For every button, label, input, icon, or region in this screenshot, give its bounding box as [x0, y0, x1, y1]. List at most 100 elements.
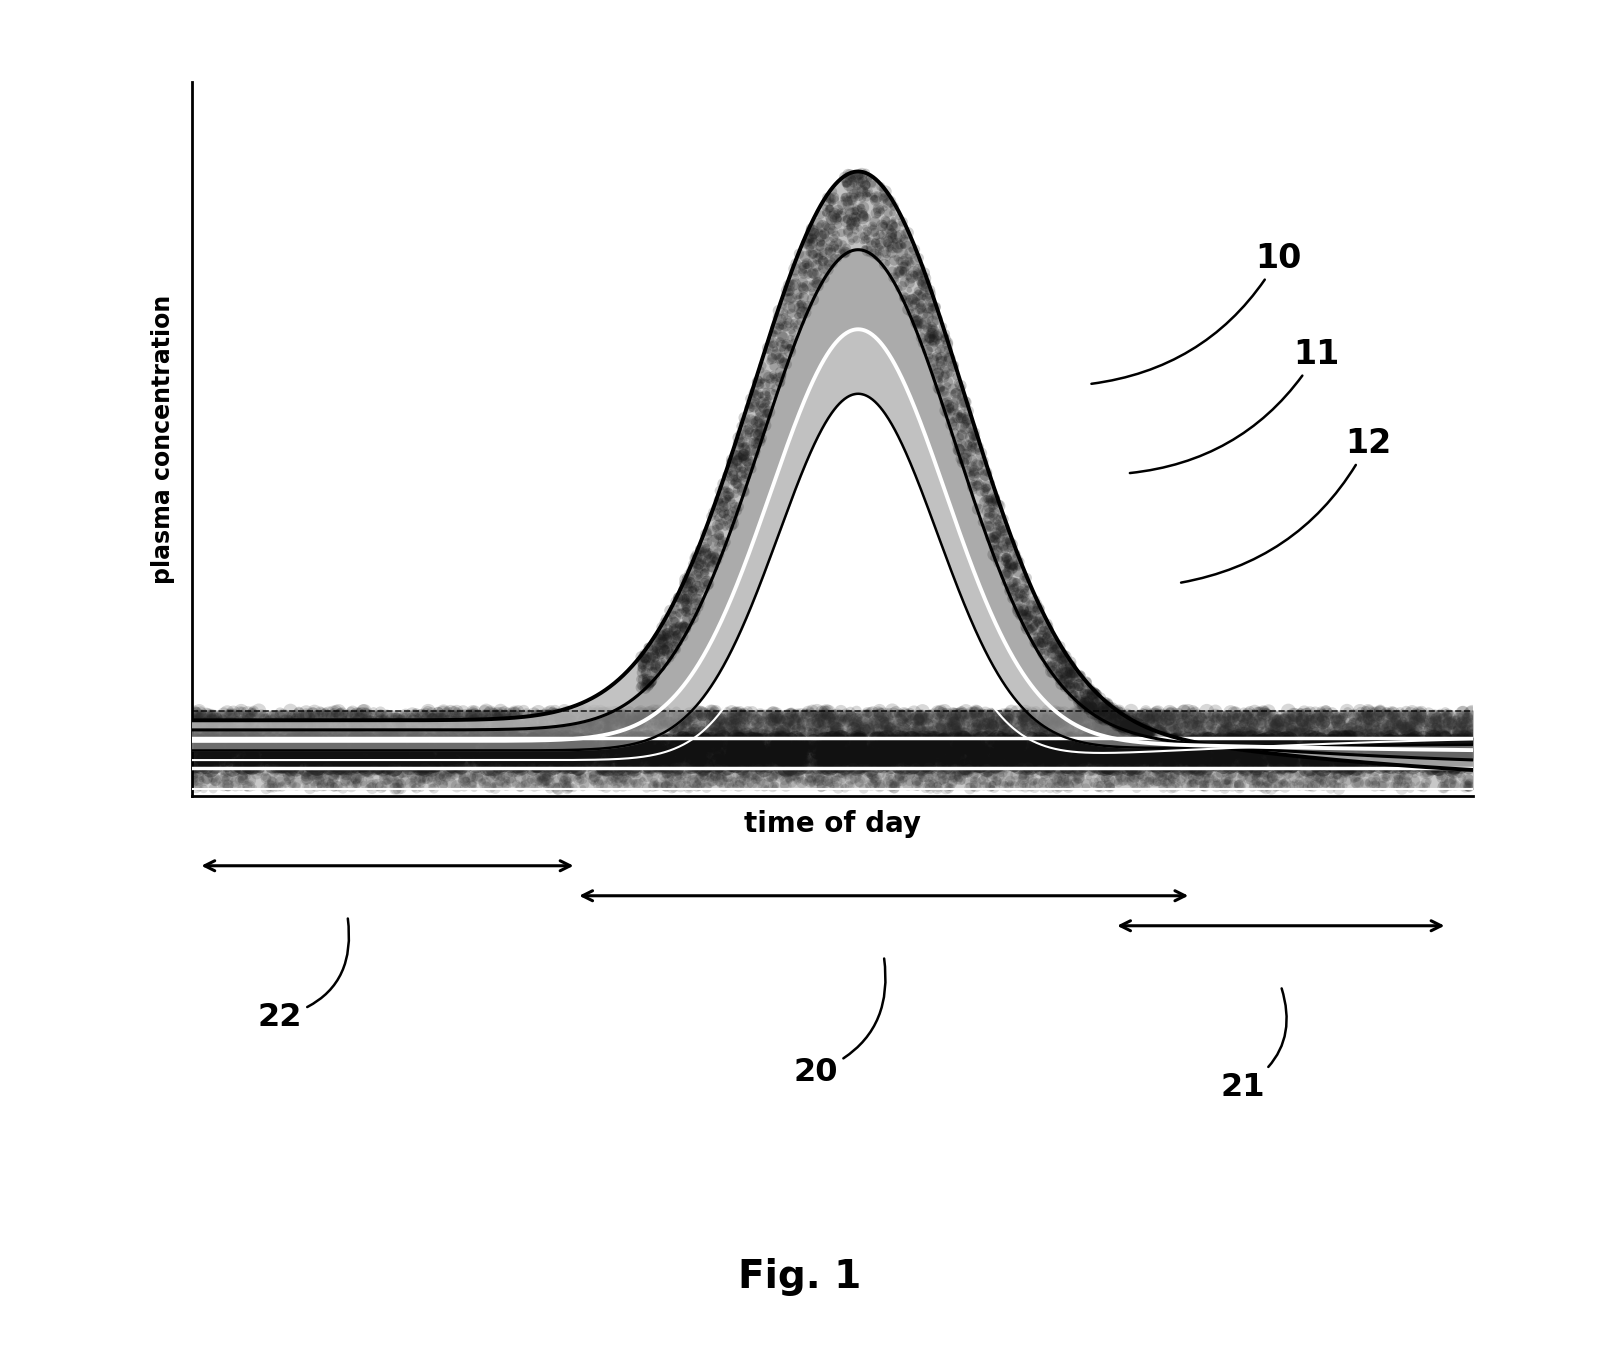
Point — [818, 744, 844, 766]
Point — [535, 748, 560, 770]
Point — [751, 420, 776, 442]
Point — [1247, 753, 1273, 775]
Point — [905, 753, 930, 775]
Point — [370, 778, 395, 800]
Point — [351, 771, 376, 793]
Point — [594, 722, 620, 744]
Point — [706, 524, 732, 546]
Point — [506, 734, 532, 756]
Point — [751, 397, 776, 418]
Point — [1241, 711, 1266, 733]
Point — [443, 738, 469, 760]
Point — [205, 729, 231, 750]
Point — [381, 757, 407, 779]
Point — [868, 742, 893, 764]
Point — [658, 623, 684, 645]
Point — [315, 719, 341, 741]
Point — [977, 741, 1002, 763]
Point — [909, 755, 935, 777]
Point — [1257, 764, 1282, 786]
Point — [860, 215, 885, 237]
Point — [453, 734, 479, 756]
Point — [1330, 745, 1356, 767]
Point — [903, 761, 929, 783]
Point — [551, 752, 576, 774]
Point — [317, 771, 343, 793]
Point — [215, 755, 240, 777]
Point — [596, 757, 621, 779]
Point — [232, 738, 258, 760]
Point — [653, 626, 679, 648]
Point — [1383, 763, 1409, 785]
Point — [789, 296, 815, 318]
Point — [890, 735, 916, 757]
Point — [341, 755, 367, 777]
Point — [1082, 727, 1108, 749]
Point — [1033, 766, 1058, 788]
Point — [639, 742, 664, 764]
Point — [1052, 702, 1077, 724]
Point — [973, 752, 999, 774]
Point — [837, 708, 863, 730]
Point — [1356, 757, 1382, 779]
Point — [680, 770, 706, 792]
Point — [1004, 745, 1029, 767]
Point — [626, 730, 652, 752]
Point — [1425, 719, 1451, 741]
Point — [767, 735, 792, 757]
Point — [650, 702, 676, 724]
Point — [645, 745, 671, 767]
Point — [805, 712, 831, 734]
Point — [1394, 775, 1420, 797]
Point — [578, 729, 604, 750]
Point — [1089, 705, 1114, 727]
Point — [632, 705, 658, 727]
Point — [604, 777, 629, 799]
Point — [612, 726, 637, 748]
Point — [1130, 724, 1156, 746]
Point — [792, 738, 818, 760]
Point — [805, 720, 831, 742]
Point — [1361, 768, 1386, 790]
Point — [482, 707, 508, 729]
Point — [642, 713, 668, 735]
Point — [410, 735, 435, 757]
Point — [930, 770, 956, 792]
Point — [559, 726, 584, 748]
Point — [327, 724, 352, 746]
Point — [1132, 716, 1158, 738]
Point — [983, 539, 1009, 561]
Point — [354, 757, 379, 779]
Point — [655, 730, 680, 752]
Point — [367, 730, 392, 752]
Point — [863, 232, 889, 254]
Point — [1350, 707, 1375, 729]
Point — [741, 394, 767, 416]
Point — [640, 774, 666, 796]
Point — [394, 744, 419, 766]
Point — [781, 716, 807, 738]
Point — [296, 727, 322, 749]
Point — [1068, 676, 1093, 698]
Point — [1135, 709, 1161, 731]
Point — [961, 423, 986, 445]
Point — [352, 753, 378, 775]
Point — [604, 741, 629, 763]
Point — [479, 741, 504, 763]
Point — [1428, 722, 1454, 744]
Point — [1020, 620, 1045, 642]
Point — [1132, 711, 1158, 733]
Point — [402, 723, 427, 745]
Point — [821, 744, 847, 766]
Point — [543, 748, 568, 770]
Point — [386, 778, 411, 800]
Point — [802, 749, 828, 771]
Point — [964, 475, 989, 497]
Point — [1090, 741, 1116, 763]
Point — [586, 771, 612, 793]
Point — [845, 165, 871, 187]
Point — [200, 722, 226, 744]
Point — [1137, 719, 1162, 741]
Point — [1135, 722, 1161, 744]
Point — [724, 472, 749, 494]
